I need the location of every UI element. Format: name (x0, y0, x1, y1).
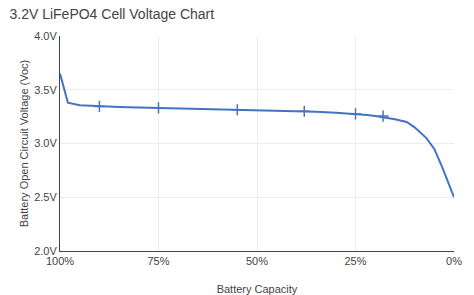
svg-text:2.0V: 2.0V (34, 245, 57, 257)
svg-text:2.5V: 2.5V (34, 191, 57, 203)
svg-text:3.5V: 3.5V (34, 84, 57, 96)
svg-text:25%: 25% (344, 255, 366, 267)
svg-text:4.0V: 4.0V (34, 30, 57, 42)
svg-text:0%: 0% (446, 255, 462, 267)
svg-text:3.2V LiFePO4 Cell Voltage Char: 3.2V LiFePO4 Cell Voltage Chart (9, 6, 214, 22)
svg-text:75%: 75% (147, 255, 169, 267)
svg-text:50%: 50% (246, 255, 268, 267)
svg-text:100%: 100% (46, 255, 74, 267)
svg-text:Battery Open Circuit Voltage (: Battery Open Circuit Voltage (Voc) (18, 60, 30, 228)
svg-text:3.0V: 3.0V (34, 137, 57, 149)
svg-text:Battery Capacity: Battery Capacity (217, 283, 298, 295)
